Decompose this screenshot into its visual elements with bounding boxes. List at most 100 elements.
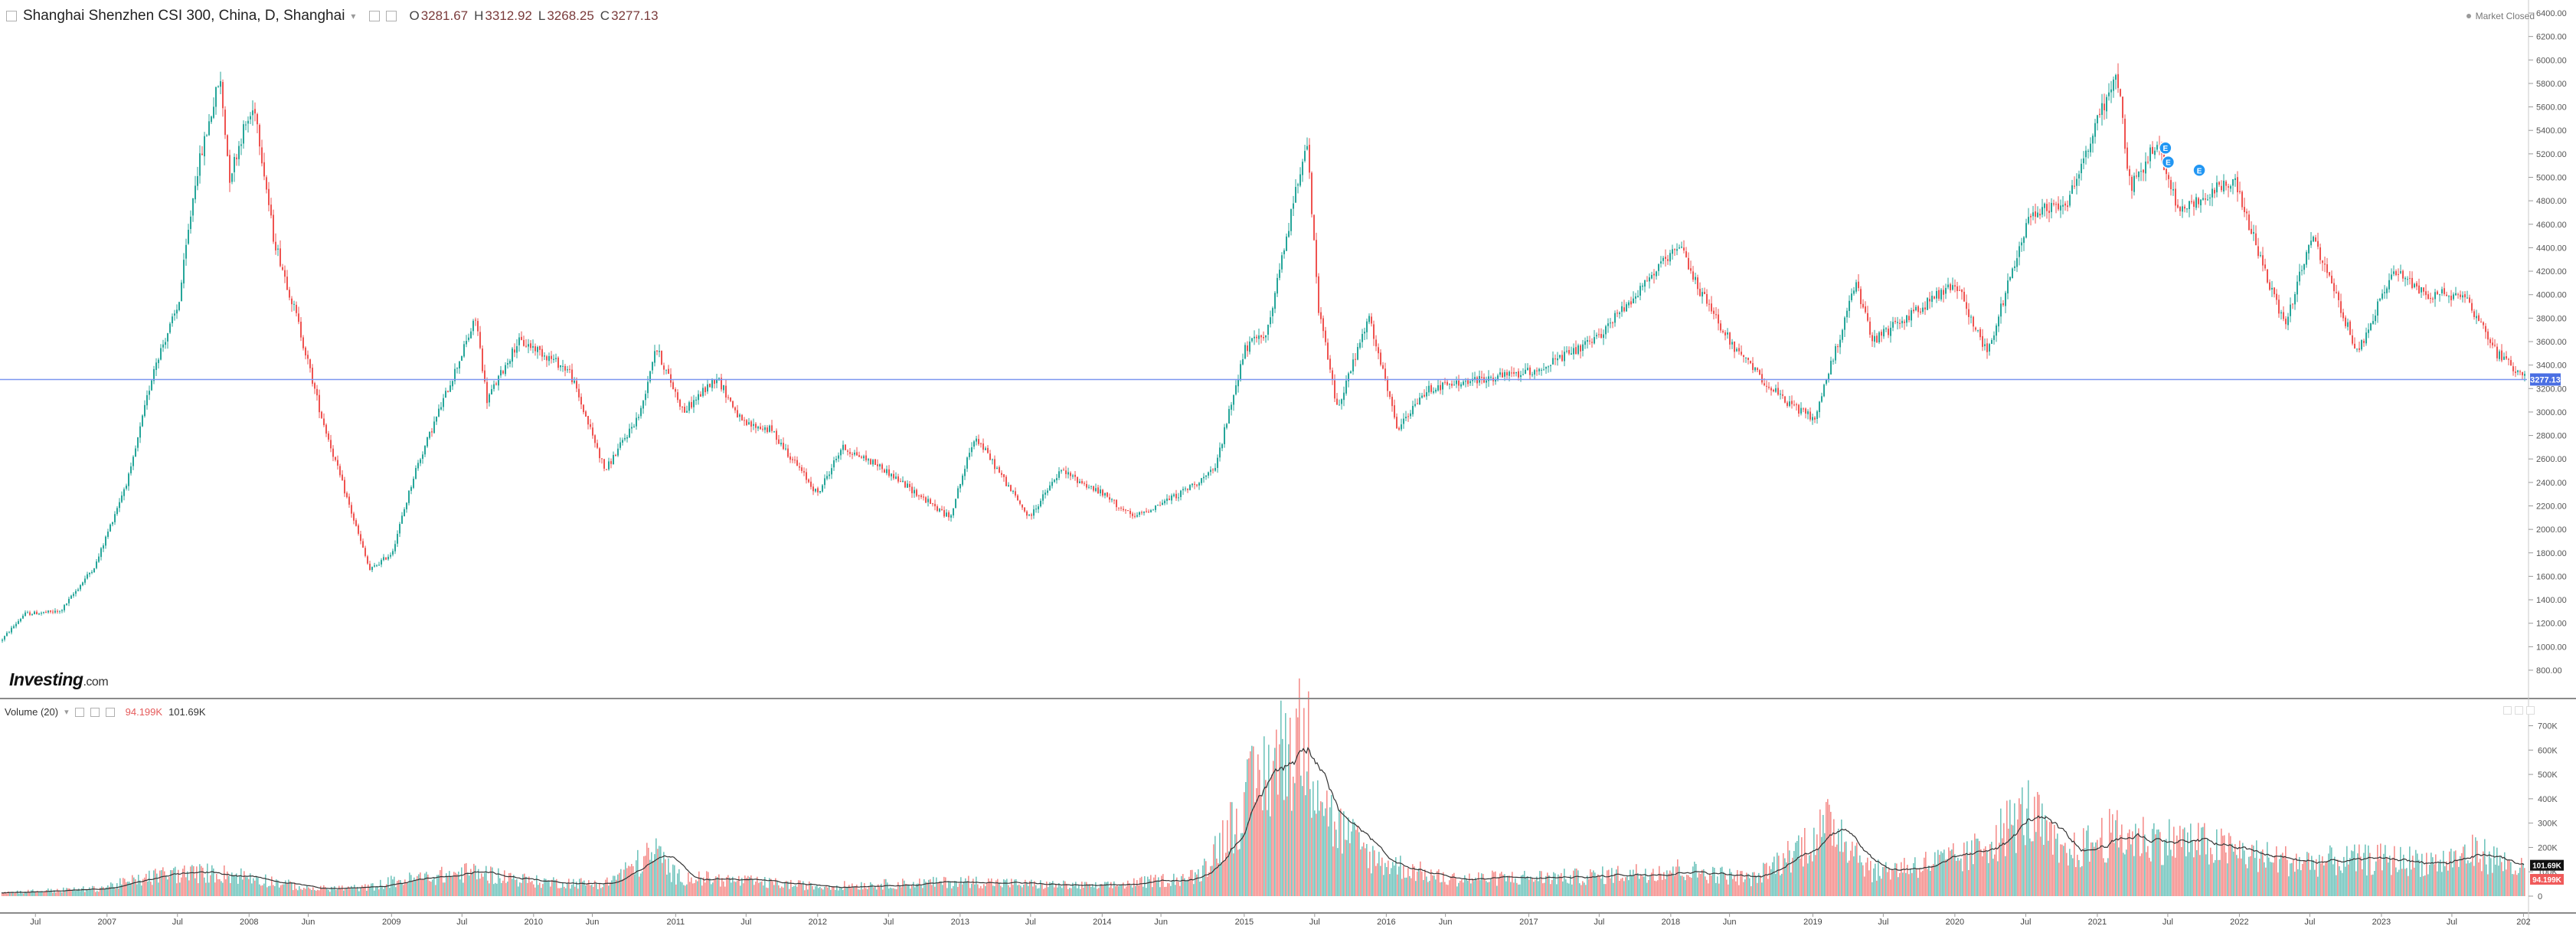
visibility-icon[interactable] (74, 707, 84, 717)
candle-body (348, 496, 350, 505)
candle-body (1355, 358, 1356, 360)
collapse-toggle-icon[interactable] (6, 11, 17, 21)
candle-body (1375, 339, 1377, 347)
visibility-icon[interactable] (369, 11, 381, 21)
candle-body (2120, 89, 2121, 97)
candle-body (293, 303, 295, 305)
volume-bar (2155, 834, 2156, 896)
volume-bar (1227, 820, 1228, 896)
volume-bar (534, 887, 536, 896)
candle-body (622, 440, 623, 443)
chevron-down-icon[interactable]: ▾ (351, 11, 356, 21)
volume-bar (1980, 849, 1982, 896)
event-marker-icon[interactable] (2159, 141, 2172, 155)
candle-body (2262, 255, 2264, 266)
candle-body (1582, 344, 1584, 352)
candle-body (2023, 237, 2025, 244)
volume-bar (1708, 883, 1709, 896)
volume-bar (1674, 875, 1675, 896)
volume-bar (1268, 744, 1270, 896)
volume-bar (1107, 881, 1109, 896)
volume-bar (1104, 882, 1106, 896)
volume-bar (948, 881, 950, 896)
volume-bar (20, 890, 21, 896)
candle-body (2143, 169, 2144, 173)
volume-bar (2121, 824, 2123, 896)
candle-body (208, 121, 210, 136)
candle-body (932, 503, 933, 505)
event-marker-icon[interactable] (2192, 163, 2206, 178)
pane-down-icon[interactable] (2515, 706, 2523, 715)
remove-icon[interactable] (105, 707, 115, 717)
volume-bar (1020, 885, 1022, 896)
volume-bar (2524, 868, 2525, 896)
volume-bar (1968, 869, 1970, 896)
candle-body (1311, 172, 1313, 214)
candle-body (2372, 321, 2374, 324)
candle-body (397, 534, 398, 544)
candle-body (679, 399, 681, 407)
candle-body (1832, 360, 1834, 362)
candle-body (2283, 312, 2284, 319)
pane-up-icon[interactable] (2503, 706, 2512, 715)
volume-bar (528, 876, 530, 896)
candle-body (2370, 323, 2372, 331)
candle-body (675, 389, 676, 392)
candle-body (2099, 113, 2100, 116)
volume-bar (1075, 882, 1077, 896)
candle-body (2446, 294, 2447, 296)
volume-bar (2464, 844, 2466, 896)
candle-body (243, 124, 244, 144)
symbol-title[interactable]: Shanghai Shenzhen CSI 300, China, D, Sha… (23, 8, 345, 24)
candle-body (2117, 74, 2119, 88)
candle-body (789, 456, 791, 460)
volume-bar (2389, 856, 2391, 896)
volume-bar (1931, 865, 1933, 896)
settings-icon[interactable] (90, 707, 100, 717)
volume-bar (95, 892, 96, 896)
volume-bar (1665, 879, 1666, 896)
volume-bar (1832, 846, 1833, 896)
pane-maximize-icon[interactable] (2526, 706, 2535, 715)
volume-bar (1072, 882, 1074, 896)
candle-body (2202, 198, 2204, 200)
candle-body (1527, 368, 1528, 371)
candle-body (174, 313, 175, 316)
candle-body (624, 437, 626, 440)
candle-body (1996, 325, 1997, 336)
volume-bar (72, 890, 74, 896)
candle-body (126, 486, 127, 489)
candle-body (640, 407, 642, 417)
volume-bar (1689, 877, 1691, 896)
candle-body (2375, 316, 2376, 322)
candle-body (2248, 214, 2250, 231)
candle-body (1552, 358, 1554, 365)
event-marker-icon[interactable] (2161, 155, 2176, 169)
candle-body (1807, 411, 1809, 414)
settings-icon[interactable] (386, 11, 397, 21)
candle-body (1982, 335, 1983, 347)
volume-bar (2003, 823, 2005, 896)
volume-bar (599, 883, 600, 896)
time-tick-label: Jun (1723, 918, 1737, 926)
volume-bar (456, 874, 458, 896)
volume-bar (2109, 809, 2110, 896)
candle-body (2110, 89, 2112, 93)
candle-body (1711, 303, 1712, 312)
volume-bar (692, 883, 694, 896)
candle-body (2345, 317, 2346, 326)
volume-bar (167, 879, 168, 896)
chevron-down-icon[interactable]: ▾ (64, 708, 69, 717)
candle-body (2094, 123, 2096, 137)
volume-bar (1265, 780, 1267, 896)
volume-bar (152, 885, 153, 896)
volume-bar (721, 878, 723, 896)
volume-bar (2359, 844, 2360, 896)
volume-bar (262, 885, 263, 896)
candle-body (2048, 211, 2050, 213)
time-tick-label: Jun (302, 918, 315, 926)
candle-body (806, 472, 807, 480)
volume-title[interactable]: Volume (20) (5, 706, 59, 718)
candle-body (868, 459, 869, 461)
